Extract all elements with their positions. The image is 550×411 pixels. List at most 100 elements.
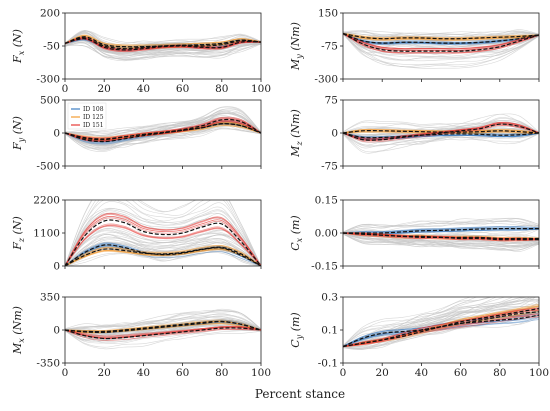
y-tick-label: 0 (53, 261, 60, 273)
y-axis-label: Mz (Nm) (289, 109, 304, 158)
y-tick-label: 350 (40, 292, 60, 304)
series-trial-line (343, 303, 539, 347)
background-trial-line (343, 32, 539, 45)
x-tick-label: 40 (137, 83, 150, 95)
series-trial-line (65, 118, 261, 139)
y-axis-label: Cy (m) (289, 312, 304, 347)
x-tick-label: 60 (454, 367, 467, 379)
panel-3: 750-75020406080100Mz (Nm) (289, 95, 540, 173)
series-trial-line (343, 132, 539, 141)
series-trial-line (65, 116, 261, 140)
series-trial-line (65, 319, 261, 331)
series-mean-line (343, 32, 539, 40)
background-trial-line (65, 112, 261, 146)
background-trial-line (65, 121, 261, 146)
background-trial-line (343, 300, 539, 346)
series-trial-line (343, 33, 539, 40)
series-trial-line (343, 316, 539, 347)
legend-label: ID 151 (83, 122, 104, 129)
series-trial-line (343, 33, 539, 46)
series-trial-line (343, 314, 539, 348)
background-trial-line (65, 30, 261, 44)
series-trial-line (343, 129, 539, 134)
background-trial-line (343, 217, 539, 233)
background-trial-line (343, 297, 514, 349)
series-trial-line (343, 33, 539, 51)
series-trial-line (65, 37, 261, 51)
y-axis-label-subscript: z (17, 237, 26, 243)
plot-area (343, 217, 539, 252)
y-tick-label: 0 (53, 128, 60, 140)
background-trial-line (343, 32, 539, 65)
series-trial-line (343, 313, 539, 348)
series-trial-line (343, 227, 539, 234)
x-tick-label: 100 (251, 367, 271, 379)
background-trial-line (65, 233, 261, 266)
background-trial-line (343, 32, 539, 45)
series-trial-line (343, 33, 539, 42)
y-axis-label-unit: (Nm) (289, 22, 302, 54)
series-trial-line (65, 121, 261, 142)
series-trial-line (343, 309, 539, 348)
background-trial-line (343, 125, 539, 149)
background-trial-line (343, 223, 539, 234)
series-trial-line (65, 37, 261, 50)
background-trial-line (343, 132, 539, 143)
background-trial-line (65, 212, 261, 266)
series-trial-line (65, 215, 261, 266)
background-trial-line (343, 30, 539, 35)
series-trial-line (65, 329, 261, 341)
background-trial-line (343, 311, 539, 348)
background-trial-line (343, 31, 539, 61)
series-trial-line (343, 312, 539, 348)
background-trial-line (343, 120, 539, 133)
background-trial-line (343, 33, 539, 56)
y-tick-label: -350 (36, 358, 60, 370)
background-trial-line (343, 306, 539, 347)
background-trial-line (65, 125, 261, 143)
background-trial-line (343, 310, 539, 350)
background-trial-line (65, 207, 261, 266)
plot-area (65, 308, 261, 350)
x-tick-label: 100 (529, 367, 549, 379)
y-tick-label: 2200 (33, 195, 60, 207)
background-trial-line (65, 200, 261, 266)
background-trial-line (65, 308, 261, 330)
series-trial-line (343, 232, 539, 242)
series-trial-line (65, 213, 261, 266)
series-trial-line (65, 38, 261, 52)
series-trial-line (343, 307, 539, 348)
background-trial-line (66, 252, 260, 266)
series-trial-line (343, 132, 539, 140)
legend-label: ID 125 (83, 114, 104, 121)
series-mean-line (65, 219, 261, 266)
series-mean-line (65, 320, 261, 333)
background-trial-line (343, 233, 539, 246)
background-trial-line (65, 225, 261, 266)
y-tick-label: 0.1 (321, 325, 338, 337)
background-trial-line (65, 208, 261, 266)
background-trial-line (65, 200, 261, 266)
y-axis-label-symbol: F (11, 142, 24, 151)
background-trial-line (343, 133, 539, 147)
background-trial-line (343, 233, 539, 245)
y-axis-label: Fz (N) (11, 216, 26, 251)
panel-1: 150-75-300020406080100My (Nm) (289, 8, 540, 86)
background-trial-line (65, 229, 261, 266)
y-axis-label-symbol: M (11, 342, 24, 355)
series-trial-line (343, 308, 539, 347)
series-trial-line (65, 124, 261, 141)
series-trial-line (343, 128, 539, 134)
x-tick-label: 20 (98, 367, 111, 379)
y-tick-label: -500 (36, 161, 60, 173)
y-axis-label-symbol: C (289, 242, 302, 251)
series-mean-line (343, 123, 539, 141)
series-trial-line (343, 317, 539, 348)
background-trial-line (343, 32, 539, 55)
panel-4: 220011000020406080100Fz (N) (11, 195, 262, 273)
series-trial-line (343, 316, 539, 348)
series-trial-line (343, 132, 539, 141)
series-trial-line (343, 32, 539, 38)
series-trial-line (65, 121, 261, 141)
